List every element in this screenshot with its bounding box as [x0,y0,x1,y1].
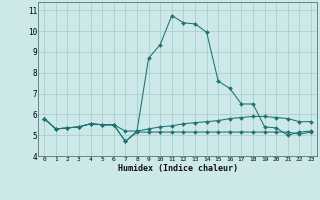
X-axis label: Humidex (Indice chaleur): Humidex (Indice chaleur) [118,164,238,173]
